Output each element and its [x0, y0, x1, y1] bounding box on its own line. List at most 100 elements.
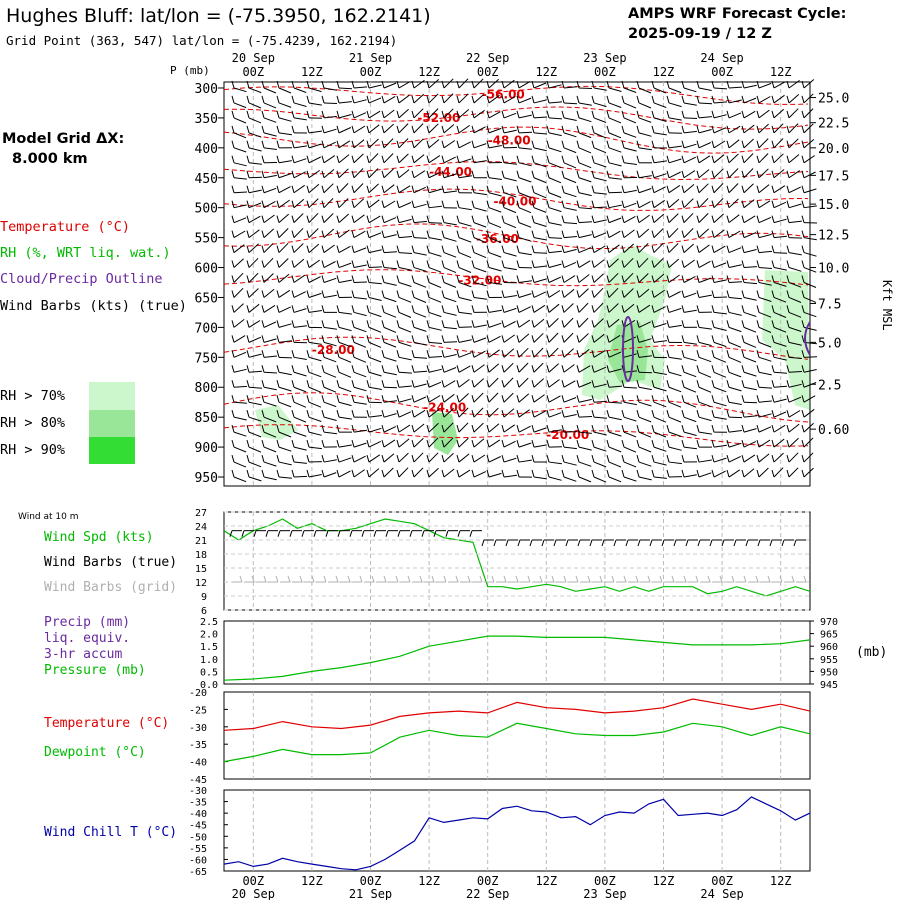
wind-barb-flag — [621, 230, 625, 238]
wind-barb — [638, 102, 652, 109]
wind-barb-flag — [261, 439, 265, 448]
wind-barb-flag — [741, 140, 745, 148]
wind-barb — [383, 296, 397, 303]
wind-barb — [323, 169, 335, 179]
wind-barb-flag — [726, 439, 730, 448]
wind-barb-flag — [636, 380, 640, 388]
wind-barb-flag — [801, 335, 805, 343]
wind-barb-flag — [516, 320, 520, 328]
temperature-contour-label: -32.00 — [458, 274, 501, 288]
wind-barb-flag — [531, 80, 535, 89]
wind-barb-flag — [726, 350, 730, 358]
wind-barb-flag — [291, 290, 295, 298]
wind-barb-flag — [396, 335, 400, 343]
wind-barb-flag — [411, 365, 415, 373]
wind-barb — [383, 109, 395, 119]
wind-barb — [593, 287, 604, 298]
wind-barb — [638, 416, 652, 423]
wind-barb — [503, 307, 517, 313]
wind-barb — [413, 220, 427, 224]
wind-barb — [488, 363, 500, 373]
wind-barb — [653, 102, 667, 108]
wind-barb-flag — [501, 320, 505, 328]
forecast-cycle: 2025-09-19 / 12 Z — [628, 26, 772, 42]
wind-barb-flag — [336, 365, 340, 373]
wind-barb-flag — [741, 230, 745, 238]
wind-barb — [278, 356, 293, 359]
wind-barb-flag — [741, 275, 745, 283]
wind-barb-flag — [471, 395, 475, 403]
wind-barb — [638, 371, 653, 374]
wind-barb — [548, 84, 562, 89]
dewpoint-series-label: Dewpoint (°C) — [44, 745, 146, 760]
wind-barb — [743, 153, 754, 164]
wind-barb — [473, 267, 487, 273]
wind-barb-flag — [291, 230, 295, 238]
top-date-label: 21 Sep — [349, 51, 392, 65]
wind-barb — [353, 326, 367, 333]
wind-barb-flag — [471, 260, 475, 268]
wind-barb-flag — [351, 95, 355, 104]
wind-barb — [623, 132, 637, 138]
temperature-contour — [223, 336, 809, 360]
wind-barb-flag — [471, 110, 475, 119]
wind-barb-flag — [786, 439, 790, 448]
wind-barb — [638, 214, 650, 224]
wind-barb-flag — [456, 439, 460, 448]
wind-barb-flag — [741, 469, 745, 478]
wind-barb-flag — [351, 424, 355, 433]
wind-barb — [383, 282, 397, 286]
pressure-tick-label: 550 — [195, 232, 218, 247]
wind-barb — [773, 235, 787, 239]
wind-barb — [413, 267, 427, 272]
wind-barb-flag — [426, 245, 430, 253]
wind-barb — [263, 446, 277, 453]
wind-barb-flag — [651, 170, 655, 178]
wind-barb-flag — [591, 454, 595, 463]
wind-barb — [398, 81, 411, 89]
wind-barb-flag — [486, 170, 490, 178]
wind-barb-flag — [561, 200, 565, 208]
wind-barb — [803, 382, 817, 388]
wind-barb-flag — [801, 110, 805, 119]
wind-barb-flag — [621, 80, 625, 89]
wind-barb-flag — [321, 454, 325, 463]
wind-barb-flag — [666, 215, 670, 223]
wind-barb-flag — [291, 305, 295, 313]
y-tick-label: -35 — [189, 798, 207, 809]
wind-barb — [518, 97, 532, 104]
wind-barb — [233, 258, 244, 268]
wind-barb — [248, 446, 262, 453]
wind-barb — [773, 153, 784, 164]
wind-barb-flag — [306, 275, 310, 283]
wind-barb-flag — [261, 200, 265, 208]
wind-barb-flag — [321, 230, 325, 238]
wind-barb-flag — [756, 335, 760, 343]
wind-barb — [548, 222, 562, 226]
wind-barb-flag — [786, 140, 790, 148]
wind-barb — [353, 230, 366, 239]
wind-barb — [743, 341, 757, 348]
wind-barb-flag — [276, 110, 280, 119]
wind-barb-flag — [546, 185, 550, 193]
wind-barb-flag — [681, 469, 685, 478]
wind-barb — [233, 217, 247, 224]
wind-barb-flag — [306, 424, 310, 433]
wind-barb-flag — [516, 245, 520, 253]
wind-barb — [458, 379, 470, 388]
wind-barb-flag — [546, 320, 550, 328]
wind-barb-flag — [471, 305, 475, 313]
wind-barb-flag — [471, 454, 475, 463]
top-date-label: 20 Sep — [232, 51, 275, 65]
wind-barb — [383, 453, 395, 463]
wind-barb — [728, 455, 741, 463]
wind-barb-flag — [261, 95, 265, 104]
wind-barb-flag — [381, 395, 385, 403]
wind-barb-flag — [516, 95, 520, 104]
wind-barb-flag — [711, 155, 715, 163]
height-tick-label: 22.5 — [818, 117, 849, 132]
wind-barb — [338, 213, 350, 224]
wind-barb — [263, 461, 277, 467]
wind-barb — [278, 371, 292, 376]
bottom-date-label: 20 Sep — [232, 887, 275, 900]
